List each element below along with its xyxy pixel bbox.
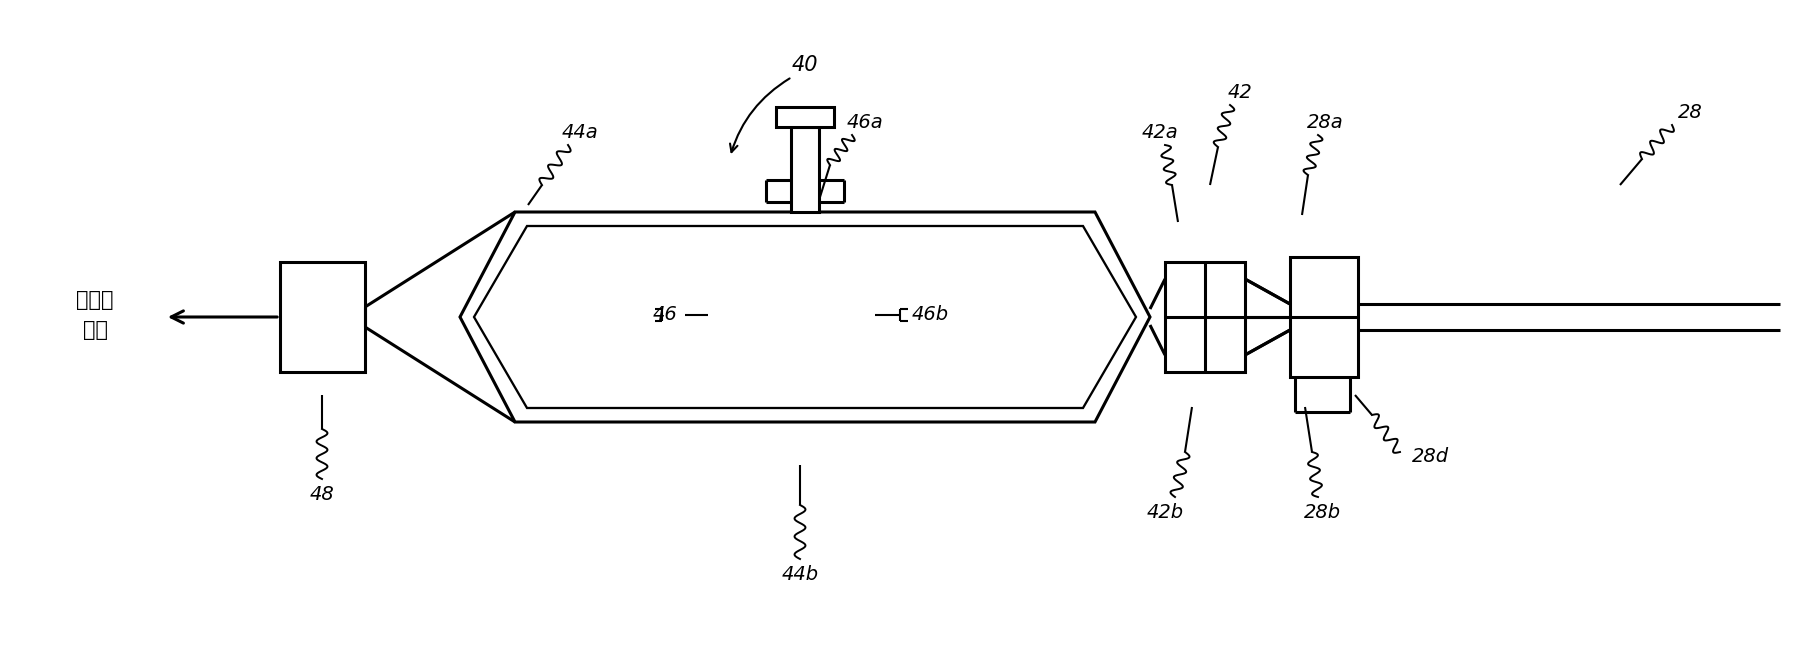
Text: 46a: 46a xyxy=(847,112,883,131)
Polygon shape xyxy=(460,212,1150,422)
Text: 28b: 28b xyxy=(1303,503,1341,522)
Text: 48: 48 xyxy=(309,486,334,505)
Text: 42: 42 xyxy=(1228,83,1252,101)
Text: 46b: 46b xyxy=(912,306,948,325)
Bar xyxy=(1165,262,1245,372)
Polygon shape xyxy=(1245,279,1290,317)
Text: 40: 40 xyxy=(792,55,818,75)
Bar xyxy=(1290,257,1357,377)
Polygon shape xyxy=(474,226,1136,408)
Text: 至转移
套件: 至转移 套件 xyxy=(76,290,114,340)
Text: 28d: 28d xyxy=(1412,447,1448,466)
Text: 46: 46 xyxy=(652,306,678,325)
Polygon shape xyxy=(1245,317,1290,355)
Text: 44a: 44a xyxy=(561,122,598,141)
Text: 42b: 42b xyxy=(1147,503,1183,522)
Text: 28: 28 xyxy=(1677,102,1703,122)
Text: 28a: 28a xyxy=(1306,112,1343,131)
Bar xyxy=(790,127,819,212)
Text: 42a: 42a xyxy=(1141,122,1179,141)
Bar xyxy=(280,262,365,372)
Bar xyxy=(776,107,834,127)
Text: 44b: 44b xyxy=(781,566,819,585)
